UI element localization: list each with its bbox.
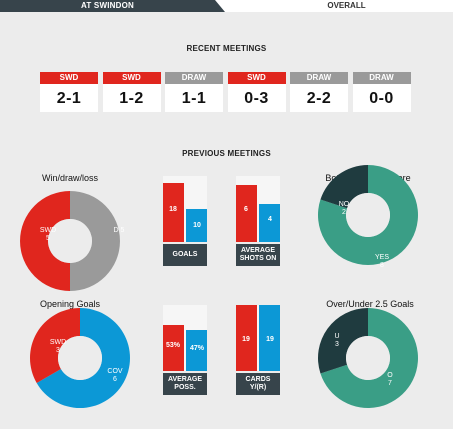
goals-away-value: 10 [193,222,201,229]
shots-stat: 6 4 AVERAGE SHOTS ON [236,176,280,266]
poss-stat: 53% 47% AVERAGE POSS. [163,305,207,395]
recent-meeting-result: SWD [40,72,98,84]
recent-meetings-title: RECENT MEETINGS [186,44,267,53]
tab-active-background [0,0,225,12]
overunder-donut [318,308,418,408]
recent-meeting-score: 2-1 [56,90,82,107]
btts-segment [318,165,418,265]
wdl-donut [20,191,120,291]
shots-home-value: 6 [244,206,248,213]
shots-label: AVERAGE SHOTS ON [236,244,280,266]
goals-label-text: GOALS [172,251,198,258]
opening-cov-value: 6 [113,376,117,383]
overunder-u-value: 3 [335,341,339,348]
opening-segment [36,308,130,408]
cards-label-line1: CARDS [245,376,271,383]
tab-at-swindon[interactable]: AT SWINDON [0,0,225,12]
overunder-hole [346,336,390,380]
wdl-title: Win/draw/loss [41,173,98,183]
btts-no-label: NO 2 [333,201,355,217]
wdl-swd-value: 5 [46,235,50,242]
recent-meeting-card: DRAW 2-2 [290,72,348,112]
cards-away-value: 19 [266,336,274,343]
overunder-segment [318,308,368,374]
btts-yes-label: YES 8 [369,254,395,270]
opening-title: Opening Goals [39,299,101,309]
shots-home-bar [236,185,257,242]
recent-meeting-card: SWD 2-1 [40,72,98,112]
poss-away-bar [186,330,207,371]
opening-donut [30,308,130,408]
wdl-segment [70,191,120,291]
opening-cov-name: COV [107,368,123,375]
poss-home-value: 53% [165,342,180,349]
btts-no-value: 2 [342,209,346,216]
shots-away-value: 4 [268,216,272,223]
recent-meeting-result: SWD [102,72,161,84]
tab-at-swindon-label: AT SWINDON [81,1,134,10]
overunder-o-value: 7 [388,380,392,387]
recent-meeting-result: SWD [227,72,286,84]
overunder-segment [320,308,418,408]
recent-meeting-card: SWD 0-3 [227,72,286,112]
wdl-d-value: 5 [120,227,125,234]
opening-swd-label: SWD 3 [43,339,73,355]
recent-meeting-score: 0-3 [244,90,269,107]
btts-donut [318,165,418,265]
cards-label: CARDS Y/(R) [236,373,280,395]
recent-meeting-result: DRAW [165,72,223,84]
shots-label-line2: SHOTS ON [239,255,277,262]
recent-meeting-card: SWD 1-2 [102,72,161,112]
btts-no-name: NO [338,201,350,208]
recent-meeting-result: DRAW [352,72,411,84]
recent-meeting-card: DRAW 1-1 [165,72,223,112]
wdl-d-label: D 5 [108,227,130,235]
poss-label: AVERAGE POSS. [163,373,207,395]
opening-swd-value: 3 [56,347,60,354]
cards-home-bar [236,305,257,371]
tab-overall[interactable]: OVERALL [327,1,366,10]
goals-home-value: 18 [169,206,177,213]
btts-segment [320,165,368,209]
opening-segment [30,308,80,383]
overunder-u-label: U 3 [330,333,344,349]
opening-cov-label: COV 6 [100,368,130,384]
btts-yes-name: YES [374,254,389,261]
cards-home-value: 19 [242,336,250,343]
overunder-title: Over/Under 2.5 Goals [326,299,414,309]
poss-home-bar [163,325,184,371]
opening-hole [58,336,102,380]
goals-home-bar [163,183,184,242]
recent-meeting-result: DRAW [290,72,348,84]
recent-meeting-score: 1-2 [119,90,144,107]
wdl-hole [48,219,92,263]
goals-label: GOALS [163,244,207,266]
btts-hole [346,193,390,237]
previous-meetings-title: PREVIOUS MEETINGS [182,149,271,158]
recent-meeting-score: 2-2 [306,90,332,107]
cards-away-bar [259,305,280,371]
overunder-o-label: O 7 [383,372,397,388]
btts-yes-value: 8 [380,262,384,269]
recent-meeting-score: 0-0 [369,90,394,107]
opening-swd-name: SWD [49,339,67,346]
wdl-swd-label: SWD 5 [33,227,63,243]
poss-away-value: 47% [189,345,204,352]
wdl-swd-name: SWD [39,227,57,234]
poss-label-line2: POSS. [174,384,196,391]
wdl-segment [20,191,70,291]
goals-stat: 18 10 GOALS [163,176,207,266]
recent-meeting-card: DRAW 0-0 [352,72,411,112]
wdl-d-name: D [113,227,119,234]
recent-meeting-score: 1-1 [181,90,207,107]
overunder-o-name: O [387,372,393,379]
poss-label-line1: AVERAGE [167,376,203,383]
shots-label-line1: AVERAGE [240,247,276,254]
overunder-u-name: U [334,333,340,340]
cards-label-line2: Y/(R) [249,384,267,391]
cards-stat: 19 19 CARDS Y/(R) [236,305,280,395]
shots-away-bar [259,204,280,242]
goals-away-bar [186,209,207,242]
